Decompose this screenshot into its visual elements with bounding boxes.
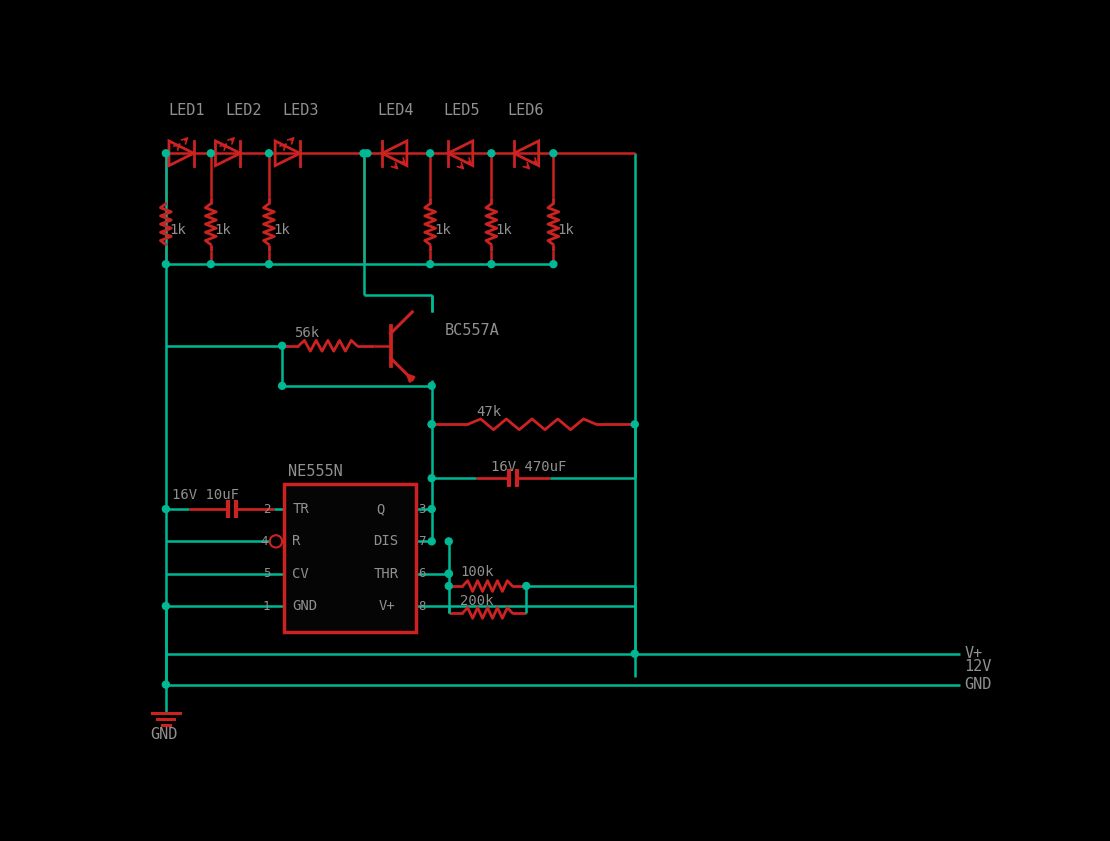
Text: 1k: 1k	[495, 223, 512, 237]
Circle shape	[445, 583, 452, 590]
Text: GND: GND	[292, 599, 317, 613]
Text: TR: TR	[292, 502, 309, 516]
Text: V+: V+	[965, 646, 982, 661]
Text: DIS: DIS	[374, 534, 398, 548]
Bar	[284, 484, 416, 632]
Text: 2: 2	[263, 503, 271, 516]
Text: 1k: 1k	[434, 223, 451, 237]
Text: 16V 470uF: 16V 470uF	[492, 460, 567, 474]
Text: GND: GND	[965, 677, 991, 692]
Text: 4: 4	[260, 535, 268, 547]
Circle shape	[162, 505, 170, 512]
Circle shape	[445, 538, 452, 545]
Circle shape	[279, 342, 285, 349]
Text: 200k: 200k	[461, 594, 494, 608]
Circle shape	[265, 150, 272, 156]
Text: 56k: 56k	[294, 326, 319, 341]
Circle shape	[445, 570, 452, 577]
Circle shape	[428, 383, 435, 389]
Text: R: R	[292, 534, 301, 548]
Circle shape	[428, 420, 435, 428]
Text: 47k: 47k	[476, 405, 501, 419]
Text: LED4: LED4	[377, 103, 414, 119]
Circle shape	[428, 538, 435, 545]
Text: 16V 10uF: 16V 10uF	[172, 488, 239, 502]
Text: LED2: LED2	[225, 103, 262, 119]
Circle shape	[162, 150, 170, 156]
Circle shape	[265, 261, 272, 267]
Circle shape	[162, 602, 170, 610]
Text: 1k: 1k	[214, 223, 232, 237]
Text: GND: GND	[150, 727, 178, 742]
Circle shape	[426, 150, 434, 156]
Text: LED1: LED1	[169, 103, 204, 119]
Text: V+: V+	[379, 599, 396, 613]
Circle shape	[428, 420, 435, 428]
Text: 7: 7	[418, 535, 426, 547]
Circle shape	[488, 150, 495, 156]
Circle shape	[549, 150, 557, 156]
Circle shape	[445, 570, 452, 577]
Text: BC557A: BC557A	[445, 323, 500, 338]
Text: LED6: LED6	[507, 103, 544, 119]
Text: 8: 8	[418, 600, 426, 612]
Text: Q: Q	[376, 502, 384, 516]
Text: LED3: LED3	[282, 103, 319, 119]
Text: CV: CV	[292, 567, 309, 580]
Circle shape	[208, 150, 214, 156]
Circle shape	[428, 505, 435, 512]
Circle shape	[632, 650, 638, 658]
Text: 12V: 12V	[965, 659, 991, 674]
Text: 1: 1	[263, 600, 271, 612]
Circle shape	[523, 583, 529, 590]
Circle shape	[360, 150, 367, 156]
Text: 3: 3	[418, 503, 426, 516]
Text: THR: THR	[374, 567, 398, 580]
Text: 100k: 100k	[461, 565, 494, 579]
Circle shape	[279, 383, 285, 389]
Text: LED5: LED5	[443, 103, 480, 119]
Text: 1k: 1k	[170, 223, 186, 237]
Text: 1k: 1k	[273, 223, 290, 237]
Circle shape	[428, 475, 435, 482]
Circle shape	[208, 261, 214, 267]
Circle shape	[632, 420, 638, 428]
Circle shape	[162, 681, 170, 688]
Circle shape	[162, 261, 170, 267]
Text: 1k: 1k	[557, 223, 574, 237]
Circle shape	[364, 150, 371, 156]
Text: 6: 6	[418, 567, 426, 580]
Text: NE555N: NE555N	[289, 463, 343, 479]
Text: 5: 5	[263, 567, 271, 580]
Circle shape	[488, 261, 495, 267]
Circle shape	[549, 261, 557, 267]
Circle shape	[426, 261, 434, 267]
